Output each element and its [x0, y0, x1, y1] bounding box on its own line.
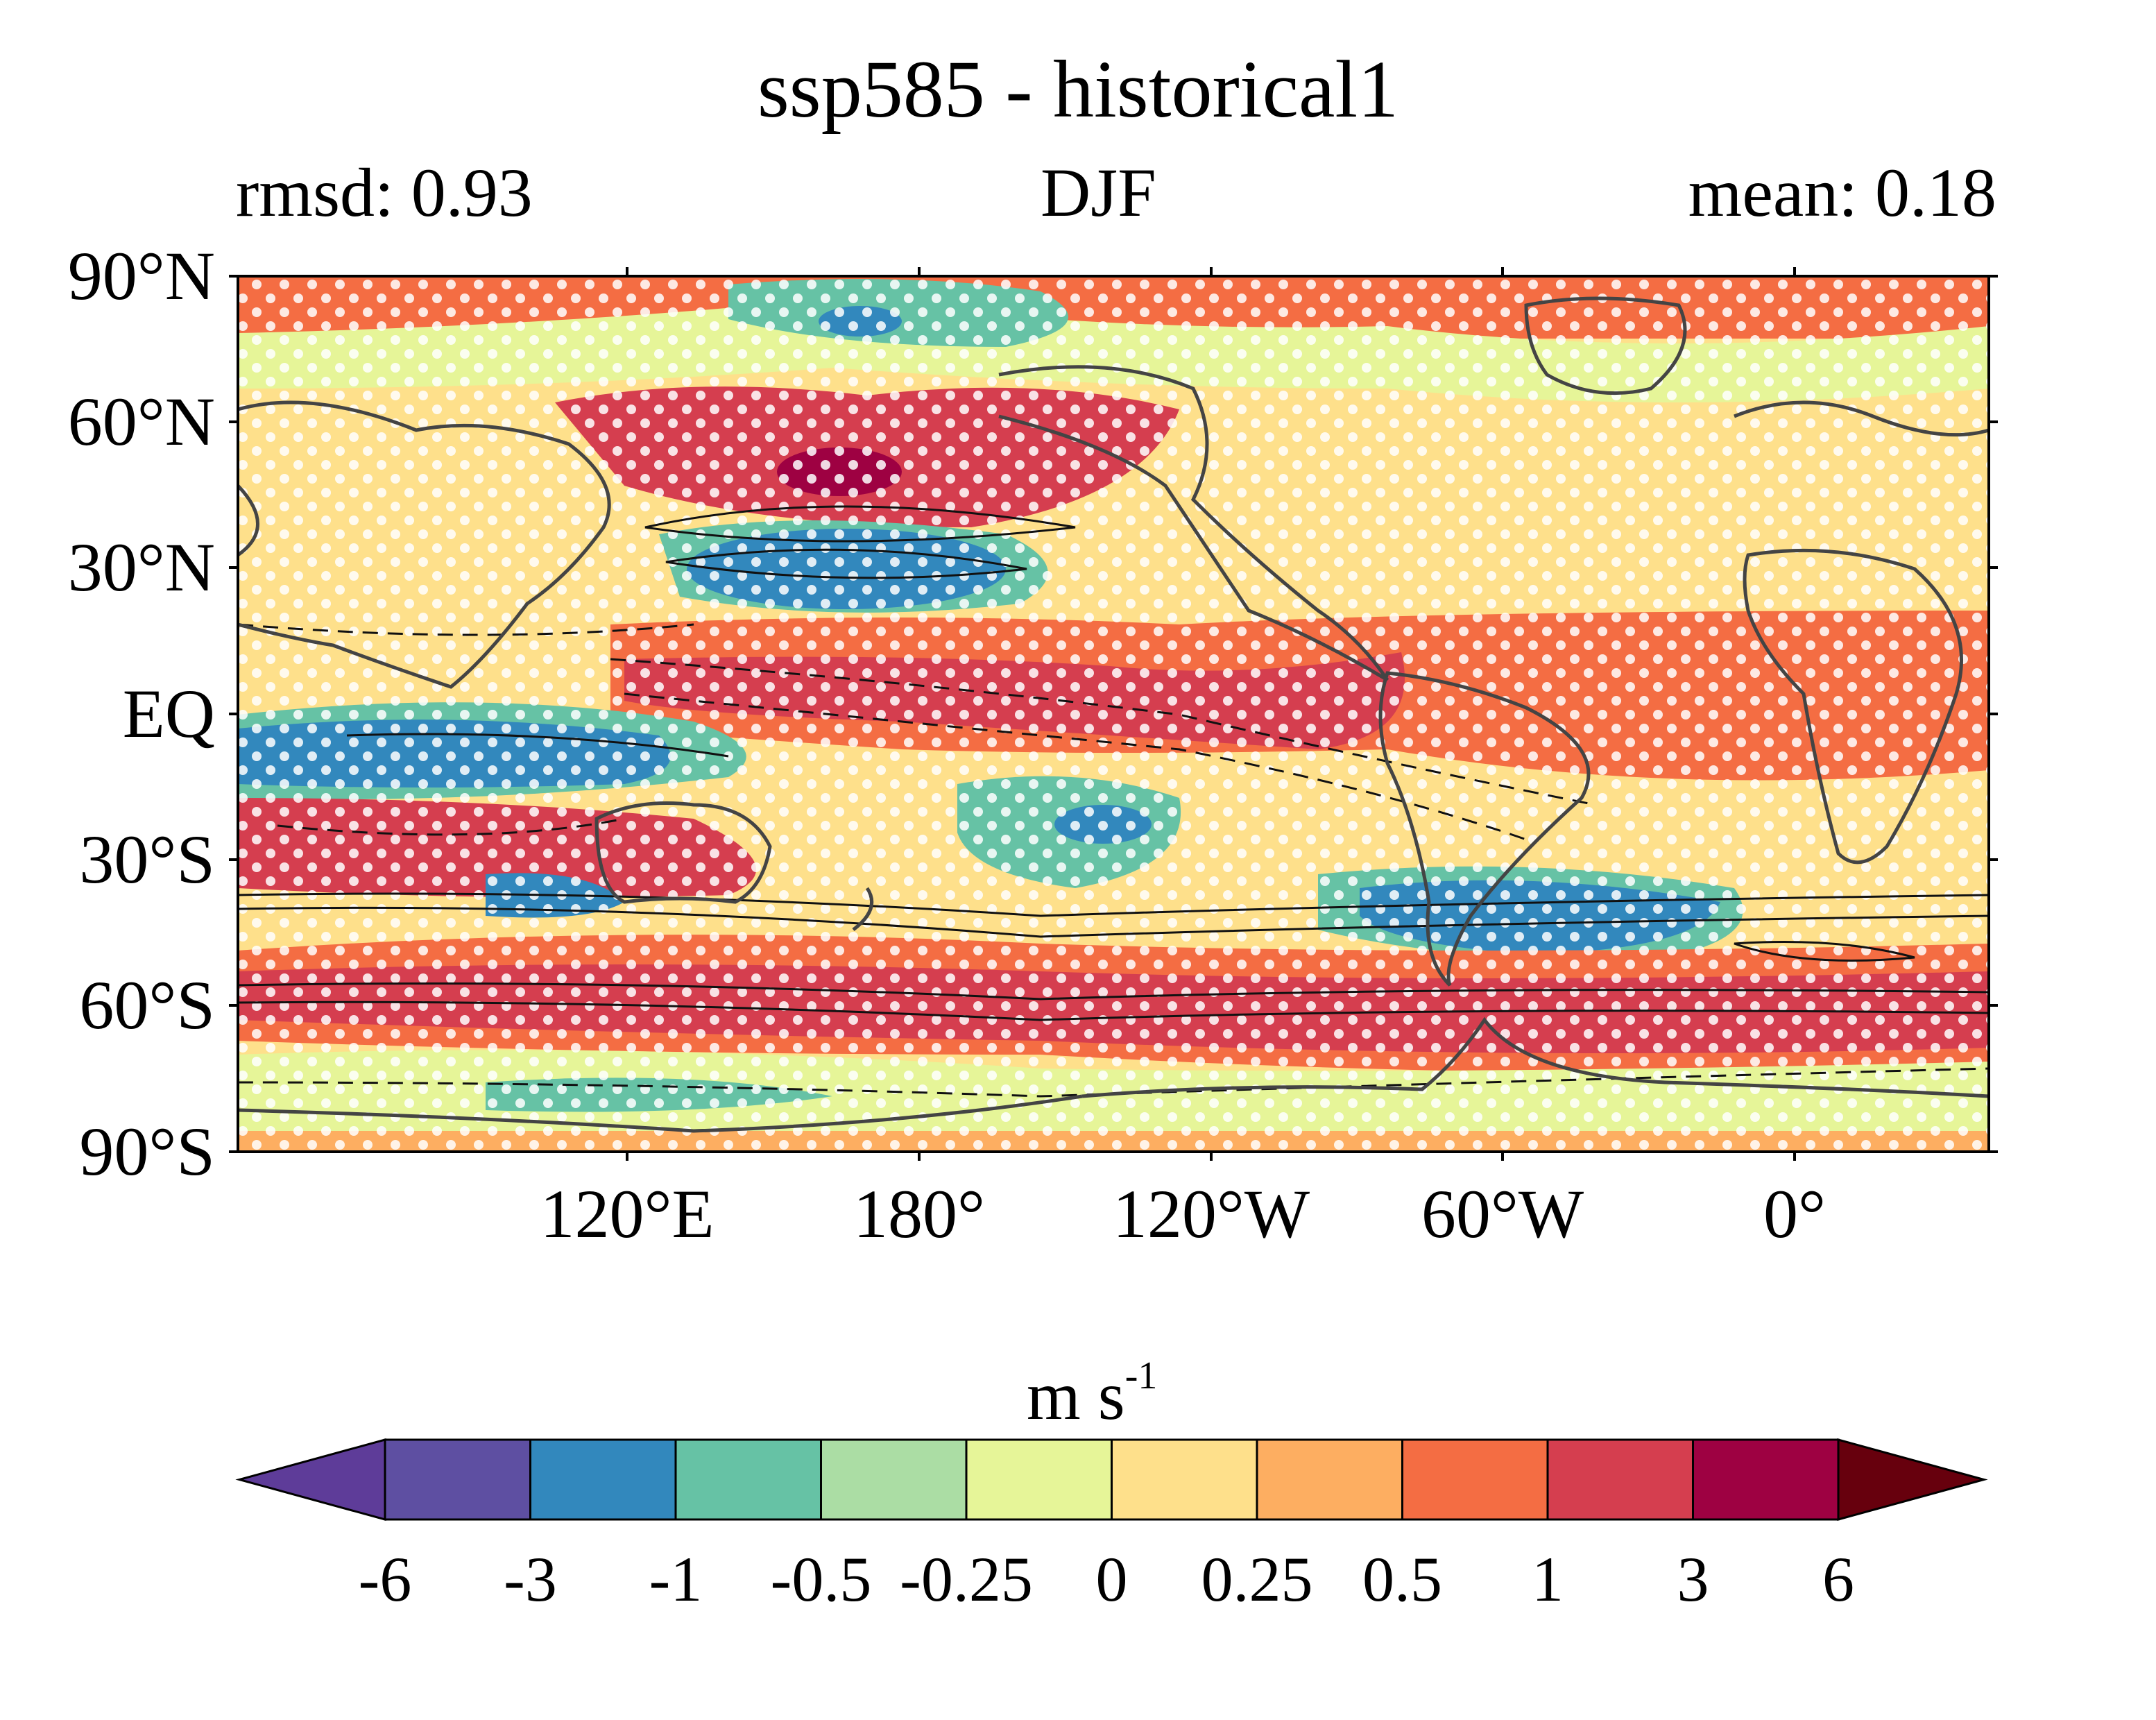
- coastline-north-america: [998, 365, 1389, 682]
- coastline-antarctica-east: [238, 1094, 1083, 1133]
- lat-label-60n: 60°N: [67, 383, 215, 460]
- lon-ticks: [626, 267, 1796, 1161]
- colorbar-segment: [1692, 1438, 1840, 1521]
- anomaly-field: [238, 276, 1989, 1152]
- lat-label-30n: 30°N: [67, 529, 215, 606]
- coastlines: [238, 296, 1989, 1133]
- colorbar-extend-high: [1837, 1438, 1988, 1521]
- coastline-asia: [238, 400, 611, 689]
- colorbar-tick-label: -1: [649, 1544, 703, 1615]
- colorbar-tick-label: 0: [1095, 1544, 1128, 1615]
- colorbar-unit-base: m s: [1027, 1357, 1125, 1434]
- contour-line: [238, 1001, 1989, 1021]
- colorbar-tick-label: -0.25: [900, 1544, 1033, 1615]
- mean-label: mean: 0.18: [1688, 154, 1996, 231]
- lon-label-120e: 120°E: [540, 1175, 715, 1252]
- season-label: DJF: [1041, 154, 1156, 231]
- lon-label-60w: 60°W: [1421, 1175, 1584, 1252]
- lat-ticks: [229, 275, 1998, 1153]
- colorbar-unit-exp: -1: [1124, 1354, 1158, 1397]
- contour-dashed: [238, 623, 694, 636]
- colorbar-segment: [1546, 1438, 1694, 1521]
- coastline-greenland: [1524, 296, 1687, 395]
- colorbar-segment: [1111, 1438, 1258, 1521]
- contour-line: [238, 906, 1989, 938]
- colorbar-segment: [1256, 1438, 1403, 1521]
- colorbar-tick-label: 6: [1822, 1544, 1854, 1615]
- colorbar-unit: m s-1: [1027, 1356, 1157, 1431]
- colorbar-segment: [384, 1438, 531, 1521]
- contour-line: [1734, 941, 1915, 962]
- lat-label-90s: 90°S: [79, 1113, 215, 1190]
- lon-label-120w: 120°W: [1112, 1175, 1310, 1252]
- colorbar-extend-low: [235, 1438, 386, 1521]
- climatology-contours: [238, 505, 1989, 1021]
- colorbar: [235, 1438, 1988, 1521]
- contour-line: [346, 733, 729, 758]
- coastline-antarctica: [1081, 1016, 1989, 1098]
- contour-line: [238, 892, 1989, 917]
- colorbar-tick-label: 3: [1677, 1544, 1709, 1615]
- coastline-africa: [1743, 548, 1963, 865]
- contour-line: [665, 548, 1027, 579]
- colorbar-segment: [674, 1438, 822, 1521]
- colorbar-tick-label: -0.5: [770, 1544, 872, 1615]
- colorbar-tick-label: -6: [358, 1544, 412, 1615]
- colorbar-tick-label: 1: [1532, 1544, 1564, 1615]
- coastline-south-america: [1378, 671, 1591, 987]
- lat-label-90n: 90°N: [67, 237, 215, 314]
- colorbar-segment: [1401, 1438, 1549, 1521]
- coastline-australia: [594, 801, 772, 904]
- colorbar-tick-label: 0.5: [1362, 1544, 1442, 1615]
- coastline-new-zealand: [852, 887, 874, 931]
- chart-title: ssp585 - historical1: [757, 44, 1399, 135]
- colorbar-segment: [965, 1438, 1113, 1521]
- contour-dashed: [624, 692, 1527, 841]
- lat-label-eq: EQ: [122, 675, 215, 752]
- coastline-europe: [1734, 400, 1989, 437]
- rmsd-label: rmsd: 0.93: [236, 154, 533, 231]
- contour-line: [238, 982, 1989, 1001]
- contour-line: [644, 505, 1076, 543]
- colorbar-tick-label: -3: [504, 1544, 557, 1615]
- colorbar-segment: [820, 1438, 968, 1521]
- contour-dashed: [610, 658, 1596, 806]
- lat-label-30s: 30°S: [79, 821, 215, 898]
- colorbar-segment: [529, 1438, 677, 1521]
- colorbar-tick-label: 0.25: [1201, 1544, 1313, 1615]
- lon-label-180: 180°: [853, 1175, 985, 1252]
- contour-dashed: [238, 1067, 1989, 1098]
- significance-stippling: [238, 276, 1989, 1152]
- lon-label-0: 0°: [1763, 1175, 1826, 1252]
- lat-label-60s: 60°S: [79, 967, 215, 1044]
- climatology-dashed-contours: [238, 623, 1989, 1098]
- coastline-arabia: [238, 484, 259, 557]
- contour-dashed: [277, 817, 625, 836]
